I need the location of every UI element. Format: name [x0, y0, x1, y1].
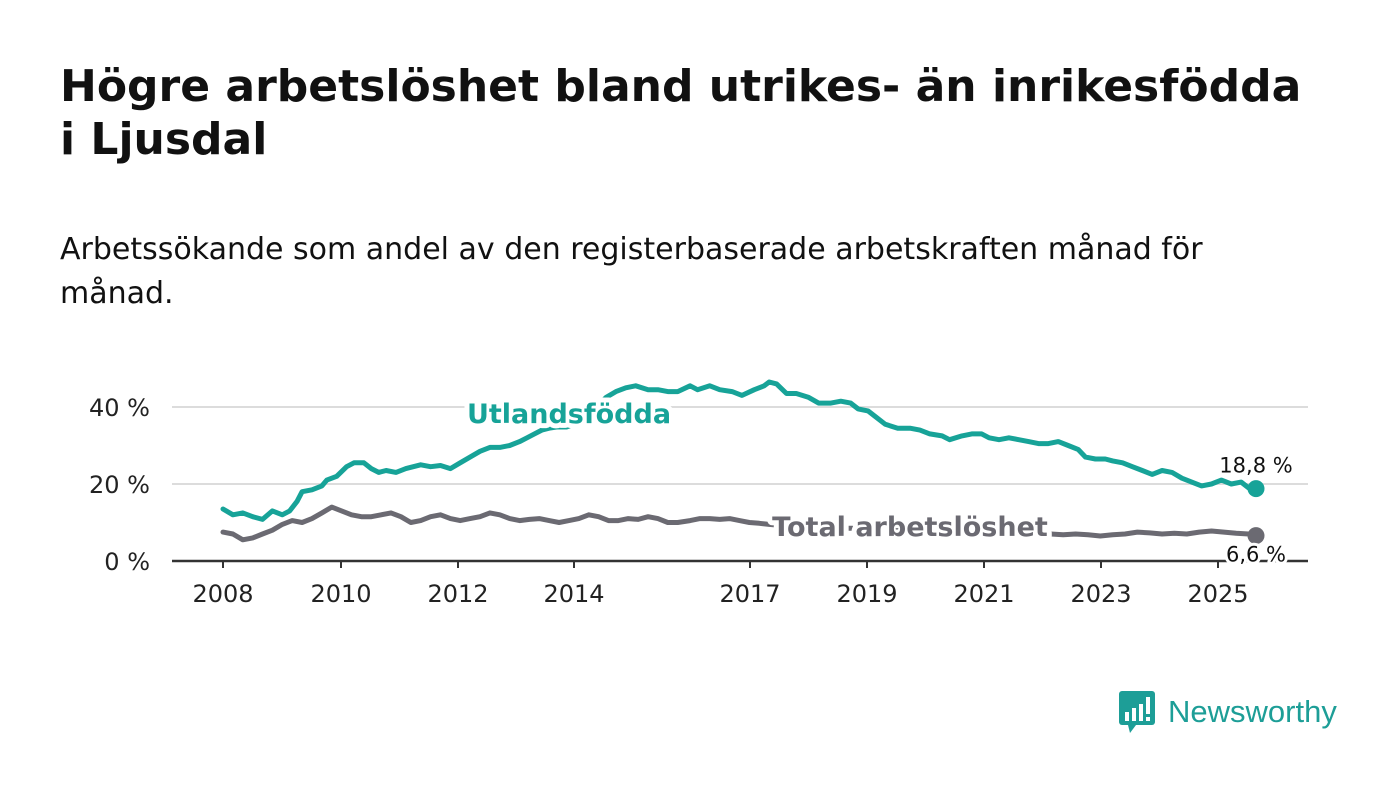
series-label-utlandsfodda: Utlandsfödda [467, 399, 671, 430]
end-label-utlandsfodda: 18,8 % [1219, 454, 1292, 478]
y-tick-label: 0 % [104, 548, 150, 576]
series-label-total: Total arbetslöshet [772, 512, 1048, 543]
x-tick-label: 2017 [719, 580, 780, 608]
x-tick-label: 2008 [192, 580, 253, 608]
series-line-utlandsfodda [220, 379, 1259, 522]
x-tick-label: 2014 [543, 580, 604, 608]
endpoint-dot-total [1247, 527, 1265, 545]
chart-subtitle: Arbetssökande som andel av den registerb… [60, 232, 1203, 311]
end-label-total: 6,6 % [1226, 543, 1286, 567]
chart-title: Högre arbetslöshet bland utrikes- än inr… [60, 61, 1302, 165]
y-tick-label: 40 % [89, 394, 150, 422]
y-tick-label: 20 % [89, 471, 150, 499]
newsworthy-logo-icon [1119, 691, 1155, 733]
x-tick-label: 2025 [1187, 580, 1248, 608]
x-tick-label: 2010 [310, 580, 371, 608]
series-line-total [220, 504, 1259, 543]
x-tick-label: 2012 [427, 580, 488, 608]
x-tick-label: 2023 [1070, 580, 1131, 608]
brand-name: Newsworthy [1168, 694, 1337, 729]
x-tick-label: 2019 [836, 580, 897, 608]
x-tick-label: 2021 [953, 580, 1014, 608]
newsworthy-logo: Newsworthy [1118, 690, 1337, 734]
endpoint-dot-utlandsfodda [1247, 480, 1265, 498]
